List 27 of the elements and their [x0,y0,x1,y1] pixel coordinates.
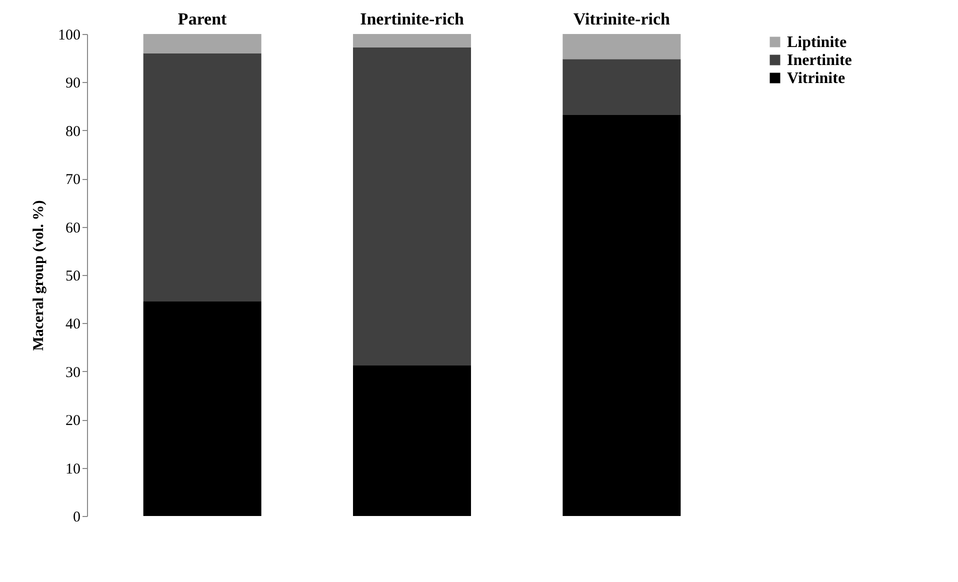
bar [353,34,471,48]
x-tick-label: Inertinite-rich [360,10,464,28]
y-tick-label: 70 [66,172,80,188]
y-tick-label: 20 [66,413,80,430]
y-tick-label: 90 [66,76,80,92]
y-tick-label: 100 [58,28,80,44]
legend-label: Inertinite [787,52,852,69]
y-tick-label: 50 [66,268,80,284]
legend-label: Liptinite [787,34,847,51]
y-tick-label: 0 [73,510,80,526]
x-tick-label: Vitrinite-rich [573,10,671,28]
y-tick-label: 60 [66,220,80,236]
legend-label: Vitrinite [787,70,846,87]
bar [143,53,262,302]
bar [353,365,471,516]
bar [562,34,681,60]
y-tick-label: 80 [66,124,80,140]
bar [143,302,262,516]
y-tick-label: 10 [66,461,80,478]
y-tick-label: 40 [66,316,80,333]
bar [562,114,681,516]
y-tick-label: 30 [66,364,80,381]
bar [353,47,471,366]
bar [143,34,262,54]
x-tick-label: Parent [178,10,228,28]
bar [562,59,681,115]
y-axis-title: Maceral group (vol. %) [31,200,47,351]
